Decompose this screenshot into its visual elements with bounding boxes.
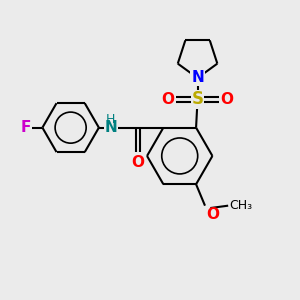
- Text: N: N: [104, 120, 117, 135]
- Text: CH₃: CH₃: [230, 199, 253, 212]
- Text: H: H: [106, 113, 116, 126]
- Text: S: S: [192, 90, 204, 108]
- Text: O: O: [220, 92, 233, 107]
- Text: O: O: [132, 155, 145, 170]
- Text: N: N: [191, 70, 204, 86]
- Text: O: O: [162, 92, 175, 107]
- Text: O: O: [206, 207, 220, 222]
- Text: F: F: [21, 120, 31, 135]
